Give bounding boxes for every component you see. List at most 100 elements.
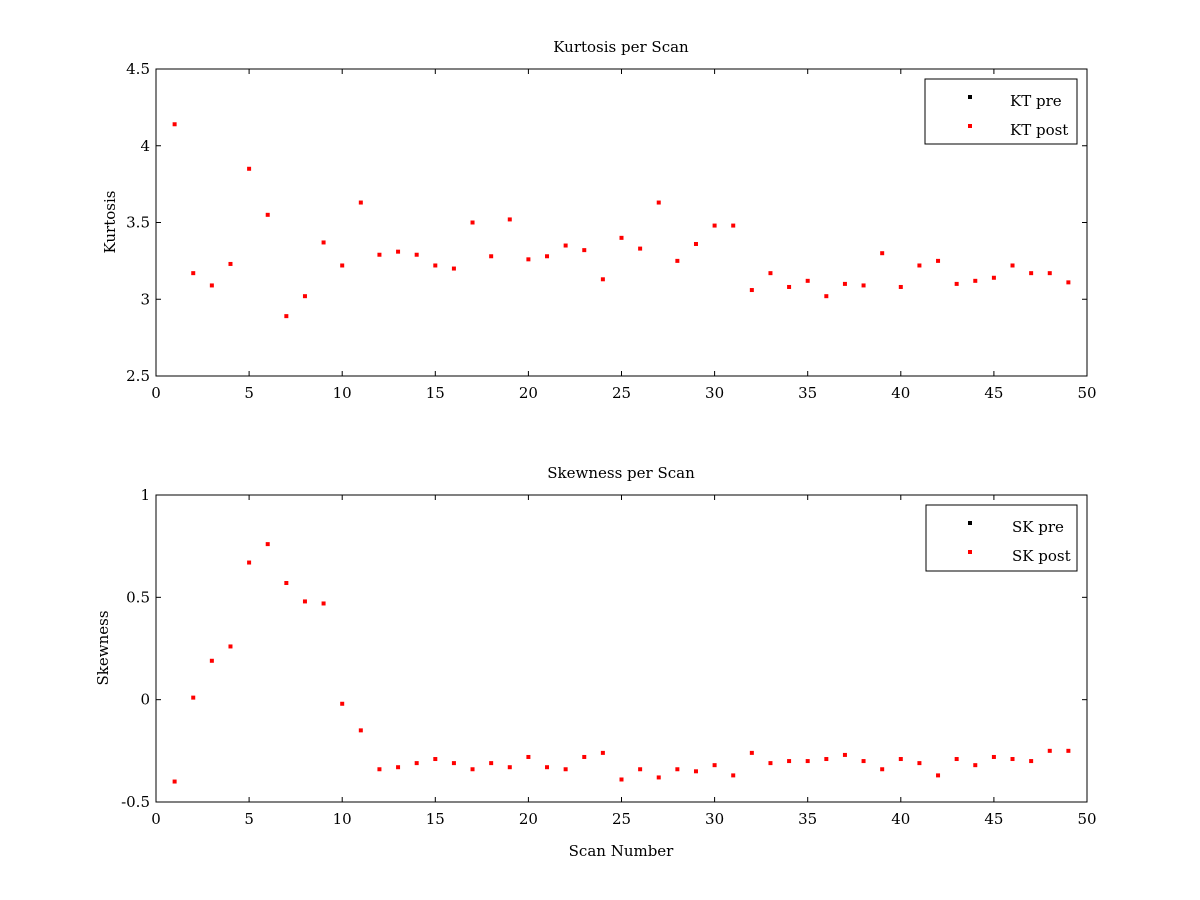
skewness-y-tick-label: 0.5 bbox=[126, 588, 150, 606]
kurtosis-legend-label-post: KT post bbox=[1010, 121, 1068, 139]
skewness-point-series1 bbox=[973, 763, 978, 768]
skewness-point-series1 bbox=[358, 728, 363, 733]
kurtosis-point-series1 bbox=[675, 258, 680, 263]
skewness-point-series1 bbox=[619, 777, 624, 782]
kurtosis-y-tick-label: 2.5 bbox=[126, 367, 150, 385]
kurtosis-x-tick-label: 40 bbox=[891, 384, 910, 402]
skewness-point-series1 bbox=[526, 754, 531, 759]
kurtosis-point-series1 bbox=[638, 246, 643, 251]
kurtosis-x-tick-label: 20 bbox=[519, 384, 538, 402]
kurtosis-point-series1 bbox=[824, 294, 829, 299]
kurtosis-point-series1 bbox=[861, 283, 866, 288]
kurtosis-point-series1 bbox=[973, 278, 978, 283]
kurtosis-point-series1 bbox=[228, 261, 233, 266]
skewness-point-series1 bbox=[470, 767, 475, 772]
kurtosis-point-series1 bbox=[619, 235, 624, 240]
skewness-point-series1 bbox=[898, 757, 903, 762]
kurtosis-point-series1 bbox=[172, 122, 177, 127]
kurtosis-point-series1 bbox=[377, 252, 382, 257]
kurtosis-point-series1 bbox=[451, 266, 456, 271]
skewness-x-tick-label: 0 bbox=[151, 810, 161, 828]
skewness-point-series1 bbox=[209, 658, 214, 663]
skewness-point-series1 bbox=[787, 759, 792, 764]
skewness-y-tick-label: 1 bbox=[140, 486, 150, 504]
kurtosis-legend-box bbox=[924, 78, 1078, 145]
skewness-point-series1 bbox=[433, 757, 438, 762]
kurtosis-x-tick-label: 50 bbox=[1077, 384, 1096, 402]
skewness-point-series1 bbox=[1066, 748, 1071, 753]
skewness-point-series1 bbox=[247, 560, 252, 565]
skewness-point-series1 bbox=[321, 601, 326, 606]
kurtosis-point-series1 bbox=[563, 243, 568, 248]
skewness-point-series1 bbox=[414, 761, 419, 766]
skewness-point-series1 bbox=[805, 759, 810, 764]
kurtosis-panel: Kurtosis per Scan Kurtosis 0 5 10 15 20 25 30 3… bbox=[101, 38, 1097, 402]
skewness-point-series1 bbox=[656, 775, 661, 780]
kurtosis-point-series1 bbox=[545, 254, 550, 259]
kurtosis-legend-label-pre: KT pre bbox=[1010, 92, 1062, 110]
skewness-point-series1 bbox=[880, 767, 885, 772]
kurtosis-point-series1 bbox=[1066, 280, 1071, 285]
kurtosis-x-tick-label: 25 bbox=[612, 384, 631, 402]
skewness-point-series1 bbox=[749, 750, 754, 755]
skewness-panel: Skewness per Scan Skewness Scan Number 0… bbox=[94, 464, 1097, 860]
kurtosis-point-series1 bbox=[731, 223, 736, 228]
skewness-x-tick-label: 40 bbox=[891, 810, 910, 828]
skewness-point-series1 bbox=[489, 761, 494, 766]
kurtosis-point-series1 bbox=[247, 166, 252, 171]
skewness-x-tick-label: 15 bbox=[426, 810, 445, 828]
skewness-point-series1 bbox=[842, 752, 847, 757]
skewness-point-series1 bbox=[936, 773, 941, 778]
kurtosis-point-series1 bbox=[787, 284, 792, 289]
skewness-legend-label-pre: SK pre bbox=[1012, 518, 1064, 536]
kurtosis-point-series1 bbox=[991, 275, 996, 280]
skewness-ticks: 0 5 10 15 20 25 30 35 40 45 50-0.500.51 bbox=[121, 486, 1096, 828]
kurtosis-x-tick-label: 35 bbox=[798, 384, 817, 402]
kurtosis-point-series1 bbox=[936, 258, 941, 263]
skewness-x-tick-label: 50 bbox=[1077, 810, 1096, 828]
skewness-x-tick-label: 30 bbox=[705, 810, 724, 828]
kurtosis-point-series1 bbox=[265, 212, 270, 217]
kurtosis-ticks: 0 5 10 15 20 25 30 35 40 45 50 2.5 3 3.5 4 4.5 bbox=[126, 60, 1096, 402]
skewness-point-series1 bbox=[563, 767, 568, 772]
skewness-point-series1 bbox=[1047, 748, 1052, 753]
kurtosis-legend-marker-post bbox=[968, 124, 972, 128]
skewness-point-series1 bbox=[954, 757, 959, 762]
kurtosis-x-tick-label: 0 bbox=[151, 384, 161, 402]
skewness-title: Skewness per Scan bbox=[547, 464, 695, 482]
skewness-point-series1 bbox=[824, 757, 829, 762]
kurtosis-y-tick-label: 3 bbox=[140, 290, 150, 308]
kurtosis-point-series1 bbox=[954, 281, 959, 286]
kurtosis-point-series1 bbox=[1047, 271, 1052, 276]
kurtosis-point-series1 bbox=[358, 200, 363, 205]
skewness-legend-label-post: SK post bbox=[1012, 547, 1071, 565]
skewness-legend-marker-pre bbox=[968, 521, 972, 525]
skewness-point-series1 bbox=[191, 695, 196, 700]
kurtosis-point-series1 bbox=[433, 263, 438, 268]
skewness-x-tick-label: 45 bbox=[984, 810, 1003, 828]
skewness-legend-box bbox=[925, 504, 1078, 572]
skewness-point-series1 bbox=[731, 773, 736, 778]
skewness-point-series1 bbox=[172, 779, 177, 784]
skewness-y-axis-label: Skewness bbox=[94, 610, 112, 685]
skewness-x-tick-label: 25 bbox=[612, 810, 631, 828]
skewness-point-series1 bbox=[768, 761, 773, 766]
kurtosis-x-tick-label: 10 bbox=[333, 384, 352, 402]
skewness-point-series1 bbox=[991, 754, 996, 759]
skewness-point-series1 bbox=[712, 763, 717, 768]
skewness-x-tick-label: 10 bbox=[333, 810, 352, 828]
kurtosis-x-tick-label: 15 bbox=[426, 384, 445, 402]
kurtosis-y-tick-label: 3.5 bbox=[126, 214, 150, 232]
kurtosis-point-series1 bbox=[898, 284, 903, 289]
kurtosis-point-series1 bbox=[191, 271, 196, 276]
skewness-x-tick-label: 20 bbox=[519, 810, 538, 828]
skewness-x-tick-label: 5 bbox=[244, 810, 254, 828]
kurtosis-point-series1 bbox=[209, 283, 214, 288]
kurtosis-point-series1 bbox=[600, 277, 605, 282]
skewness-x-tick-label: 35 bbox=[798, 810, 817, 828]
kurtosis-y-tick-label: 4 bbox=[140, 137, 150, 155]
kurtosis-point-series1 bbox=[805, 278, 810, 283]
skewness-legend: SK pre SK post bbox=[925, 504, 1078, 572]
skewness-y-tick-label: 0 bbox=[140, 691, 150, 709]
